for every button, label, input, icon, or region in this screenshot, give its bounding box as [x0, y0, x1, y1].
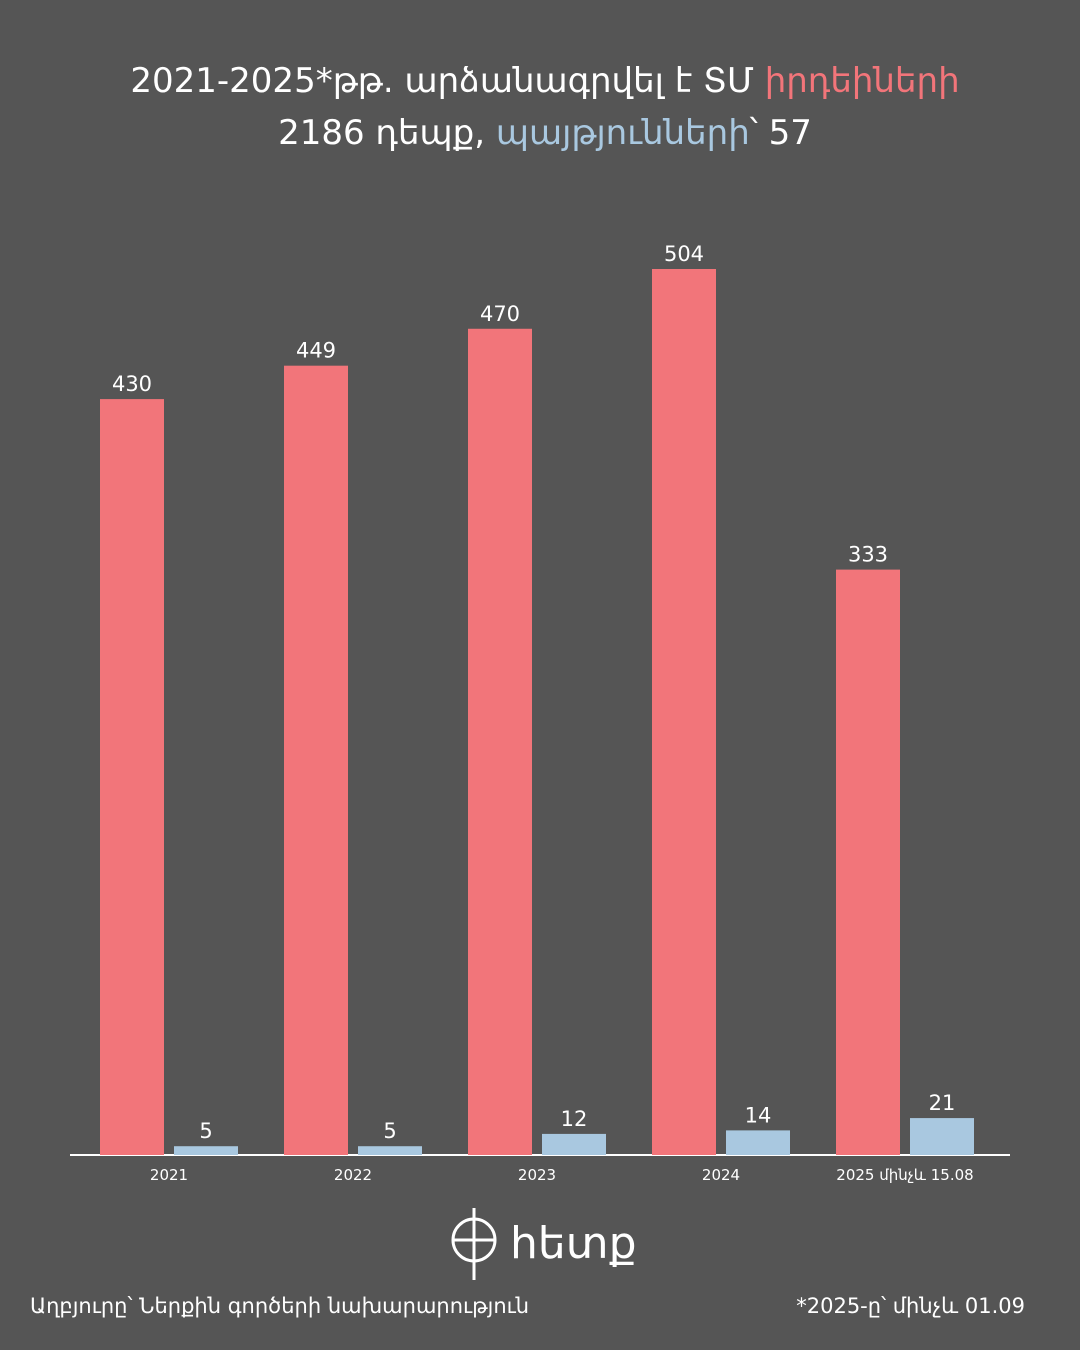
- title-segment: 2186 դեպք,: [278, 113, 496, 153]
- bar: [836, 569, 900, 1155]
- value-label: 430: [112, 372, 152, 396]
- bar: [726, 1130, 790, 1155]
- chart-title: 2186 դեպք, պայթյունների՝ 57: [278, 113, 812, 153]
- bar: [358, 1146, 422, 1155]
- bar: [100, 399, 164, 1156]
- value-label: 5: [199, 1119, 212, 1143]
- value-label: 449: [296, 339, 336, 363]
- value-label: 12: [561, 1107, 588, 1131]
- value-label: 470: [480, 302, 520, 326]
- bar: [910, 1118, 974, 1155]
- x-tick-label: 2022: [334, 1166, 372, 1184]
- x-tick-label: 2021: [150, 1166, 188, 1184]
- title-segment: ՝ 57: [749, 113, 812, 153]
- x-tick-label: 2024: [702, 1166, 740, 1184]
- note: *2025-ը՝ մինչև 01.09: [796, 1294, 1025, 1318]
- source: Աղբյուրը՝ Ներքին գործերի նախարարություն: [30, 1294, 529, 1318]
- value-label: 14: [745, 1103, 772, 1127]
- logo-icon: [451, 1208, 497, 1280]
- value-label: 504: [664, 242, 704, 266]
- title-segment: 2021-2025*թթ. արձանագրվել է ՏՄ: [130, 61, 764, 101]
- bar: [284, 365, 348, 1155]
- title-segment: իրդեիների: [765, 61, 960, 101]
- bar: [468, 328, 532, 1155]
- x-tick-label: 2025 մինչև 15.08: [836, 1166, 973, 1184]
- bar: [174, 1146, 238, 1155]
- value-label: 333: [848, 543, 888, 567]
- chart-title: 2021-2025*թթ. արձանագրվել է ՏՄ իրդեիների: [130, 61, 959, 101]
- title-segment: պայթյունների: [496, 113, 750, 153]
- value-label: 5: [383, 1119, 396, 1143]
- value-label: 21: [929, 1091, 956, 1115]
- x-tick-label: 2023: [518, 1166, 556, 1184]
- bar: [652, 269, 716, 1155]
- bar: [542, 1133, 606, 1155]
- logo-text: հետք: [510, 1218, 637, 1269]
